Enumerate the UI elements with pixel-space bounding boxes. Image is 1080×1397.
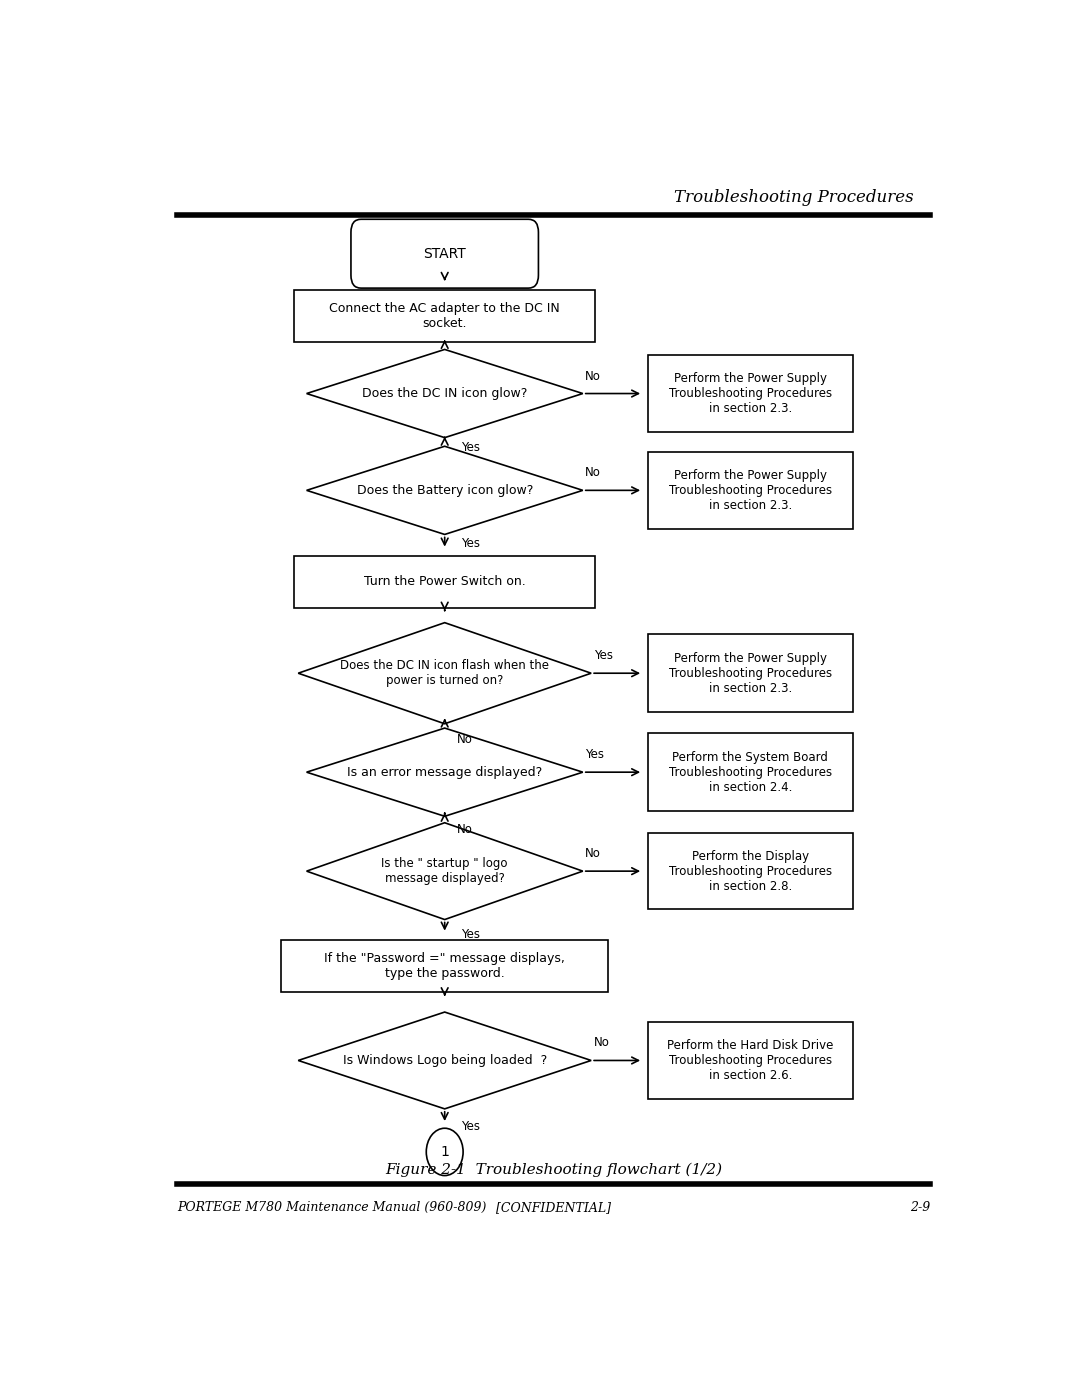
- Polygon shape: [298, 623, 591, 724]
- Text: Perform the Display
Troubleshooting Procedures
in section 2.8.: Perform the Display Troubleshooting Proc…: [669, 849, 832, 893]
- Text: Perform the System Board
Troubleshooting Procedures
in section 2.4.: Perform the System Board Troubleshooting…: [669, 750, 832, 793]
- Text: Troubleshooting Procedures: Troubleshooting Procedures: [674, 190, 914, 207]
- Text: Perform the Power Supply
Troubleshooting Procedures
in section 2.3.: Perform the Power Supply Troubleshooting…: [669, 652, 832, 694]
- Polygon shape: [307, 349, 583, 437]
- Text: Connect the AC adapter to the DC IN
socket.: Connect the AC adapter to the DC IN sock…: [329, 302, 561, 330]
- Text: No: No: [457, 733, 473, 746]
- Text: Yes: Yes: [594, 650, 612, 662]
- Text: Does the DC IN icon glow?: Does the DC IN icon glow?: [362, 387, 527, 400]
- Text: Figure 2-1  Troubleshooting flowchart (1/2): Figure 2-1 Troubleshooting flowchart (1/…: [384, 1162, 723, 1178]
- Bar: [282, 940, 608, 992]
- Text: [CONFIDENTIAL]: [CONFIDENTIAL]: [496, 1201, 611, 1214]
- Text: No: No: [585, 370, 602, 383]
- Polygon shape: [307, 446, 583, 535]
- Text: Is Windows Logo being loaded  ?: Is Windows Logo being loaded ?: [342, 1053, 546, 1067]
- Text: Turn the Power Switch on.: Turn the Power Switch on.: [364, 576, 526, 588]
- Text: If the "Password =" message displays,
type the password.: If the "Password =" message displays, ty…: [324, 951, 565, 979]
- Text: Yes: Yes: [461, 1120, 481, 1133]
- Bar: [294, 291, 595, 342]
- Text: No: No: [585, 467, 602, 479]
- Bar: [648, 733, 853, 810]
- Text: 1: 1: [441, 1146, 449, 1160]
- Text: No: No: [585, 847, 602, 861]
- Text: No: No: [457, 823, 473, 837]
- FancyBboxPatch shape: [351, 219, 539, 288]
- Polygon shape: [298, 1011, 591, 1109]
- Text: START: START: [423, 247, 467, 261]
- Text: Does the Battery icon glow?: Does the Battery icon glow?: [356, 483, 532, 497]
- Text: Perform the Hard Disk Drive
Troubleshooting Procedures
in section 2.6.: Perform the Hard Disk Drive Troubleshoot…: [667, 1039, 834, 1081]
- Text: 2-9: 2-9: [909, 1201, 930, 1214]
- Text: No: No: [594, 1037, 609, 1049]
- Circle shape: [427, 1129, 463, 1175]
- Bar: [648, 634, 853, 712]
- Text: Yes: Yes: [461, 440, 481, 454]
- Polygon shape: [307, 823, 583, 919]
- Text: Is the " startup " logo
message displayed?: Is the " startup " logo message displaye…: [381, 858, 508, 886]
- Text: Is an error message displayed?: Is an error message displayed?: [347, 766, 542, 778]
- Bar: [648, 834, 853, 909]
- Bar: [648, 451, 853, 529]
- Text: PORTEGE M780 Maintenance Manual (960-809): PORTEGE M780 Maintenance Manual (960-809…: [177, 1201, 486, 1214]
- Bar: [648, 1021, 853, 1099]
- Text: Does the DC IN icon flash when the
power is turned on?: Does the DC IN icon flash when the power…: [340, 659, 550, 687]
- Text: Perform the Power Supply
Troubleshooting Procedures
in section 2.3.: Perform the Power Supply Troubleshooting…: [669, 469, 832, 511]
- Text: Yes: Yes: [461, 928, 481, 940]
- Bar: [648, 355, 853, 432]
- Text: Yes: Yes: [585, 749, 605, 761]
- Bar: [294, 556, 595, 608]
- Text: Yes: Yes: [461, 538, 481, 550]
- Text: Perform the Power Supply
Troubleshooting Procedures
in section 2.3.: Perform the Power Supply Troubleshooting…: [669, 372, 832, 415]
- Polygon shape: [307, 728, 583, 816]
